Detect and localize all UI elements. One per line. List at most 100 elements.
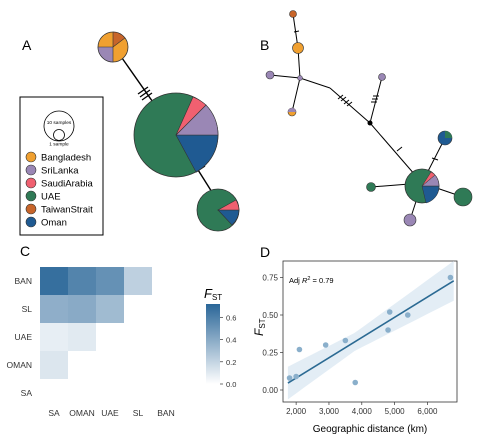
panel-a-label: A <box>22 37 32 53</box>
x-tick-label: 3,000 <box>319 407 340 416</box>
colorbar-tick-label: 0.6 <box>226 313 236 322</box>
fit-annotation-value: = 0.79 <box>310 276 333 285</box>
panel-c-label: C <box>20 243 30 259</box>
heatmap-cell-ban-oman <box>68 267 96 295</box>
heatmap-cell-ban-sa <box>40 267 68 295</box>
panel-b: B <box>260 10 473 227</box>
scatter-xlabel: Geographic distance (km) <box>313 424 428 435</box>
fit-annotation-r: R <box>302 276 308 285</box>
haplotype-node-b-5 <box>378 73 386 81</box>
fit-annotation: Adj R2 = 0.79 <box>289 276 334 285</box>
colorbar-gradient <box>206 304 220 384</box>
scatter-point <box>342 337 349 344</box>
network-b-nodes <box>265 10 473 227</box>
heatmap-col-label-sl: SL <box>133 408 144 418</box>
haplotype-node-a-top <box>97 31 129 63</box>
legend-label-taiwanstrait: TaiwanStrait <box>41 205 93 216</box>
colorbar-title: FST <box>204 286 222 302</box>
haplotype-node-b-3 <box>265 70 275 80</box>
y-tick-label: 0.25 <box>262 349 278 358</box>
legend-box: 10 samples 1 sample Bangladesh SriLanka Sa… <box>19 96 104 236</box>
median-vector-node <box>367 120 373 126</box>
heatmap-row-label-sa: SA <box>21 388 33 398</box>
scatter-ylabel-main: F <box>252 328 266 336</box>
panel-d-label: D <box>260 244 270 260</box>
heatmap-cell-sl-uae <box>96 295 124 323</box>
x-tick-label: 4,000 <box>352 407 373 416</box>
heatmap-cell-uae-sa <box>40 323 68 351</box>
size-key-small-circle <box>53 129 65 141</box>
fit-annotation-prefix: Adj <box>289 276 302 285</box>
legend-swatch-saudiarabia <box>25 177 37 189</box>
scatter-point <box>386 309 393 315</box>
haplotype-node-b-hub <box>297 75 303 81</box>
scatter-point <box>404 312 411 318</box>
heatmap-cell-ban-uae <box>96 267 124 295</box>
scatter-point <box>322 342 329 348</box>
heatmap-cell-oman-uae <box>96 351 124 379</box>
y-tick-label: 0.00 <box>262 386 278 395</box>
colorbar-tick-label: 0.0 <box>226 380 236 389</box>
colorbar-ticks: 0.6 0.4 0.2 0.0 <box>220 313 236 389</box>
haplotype-node-a-bottom <box>196 188 240 232</box>
panel-a: A <box>19 31 240 236</box>
y-tick-label: 0.50 <box>262 311 278 320</box>
heatmap-cell-sl-sa <box>40 295 68 323</box>
haplotype-node-b-6 <box>437 130 453 146</box>
scatter-ylabel: FST <box>252 318 267 336</box>
heatmap-cell-sa-uae <box>96 379 124 407</box>
mutation-ticks-a-top <box>137 86 153 101</box>
haplotype-node-b-8 <box>453 187 473 207</box>
heatmap-cell-sa-ban <box>152 379 180 407</box>
heatmap-cell-oman-sa <box>40 351 68 379</box>
heatmap-col-labels: SA OMAN UAE SL BAN <box>48 408 174 418</box>
regression-line <box>287 280 455 384</box>
heatmap-cell-uae-ban <box>152 323 180 351</box>
colorbar-tick-label: 0.4 <box>226 336 236 345</box>
confidence-band <box>287 260 454 400</box>
scatter-ylabel-sub: ST <box>258 318 267 328</box>
haplotype-node-b-9 <box>403 213 417 227</box>
heatmap-cell-uae-uae <box>96 323 124 351</box>
heatmap-cell-sa-sa <box>40 379 68 407</box>
scatter-point <box>296 346 303 353</box>
colorbar-tick-label: 0.2 <box>226 358 236 367</box>
size-key-large-label: 10 samples <box>47 120 72 126</box>
heatmap-row-labels: BAN SL UAE OMAN SA <box>7 276 33 398</box>
legend-label-bangladesh: Bangladesh <box>41 153 91 164</box>
size-key-small-label: 1 sample <box>49 142 69 148</box>
haplotype-node-a-center <box>133 92 219 178</box>
heatmap-cell-sl-sl <box>124 295 152 323</box>
heatmap-col-label-uae: UAE <box>101 408 119 418</box>
legend-label-saudiarabia: SaudiArabia <box>41 179 93 190</box>
heatmap-row-label-oman: OMAN <box>7 360 33 370</box>
scatter-content: 2,000 3,000 4,000 5,000 6,000 0.00 0.25 0.50 0.7… <box>262 260 455 416</box>
y-tick-label: 0.75 <box>262 274 278 283</box>
x-tick-label: 5,000 <box>385 407 406 416</box>
size-key-large-circle <box>43 110 75 142</box>
size-key: 10 samples 1 sample <box>43 110 75 148</box>
heatmap-col-label-oman: OMAN <box>69 408 95 418</box>
legend-swatch-taiwanstrait <box>25 203 37 215</box>
x-tick-label: 6,000 <box>417 407 438 416</box>
heatmap-cell-sl-oman <box>68 295 96 323</box>
legend-swatch-uae <box>25 190 37 202</box>
scatter-point <box>447 274 454 281</box>
heatmap-cell-uae-sl <box>124 323 152 351</box>
heatmap-cells <box>40 267 180 407</box>
legend-swatch-oman <box>25 216 37 228</box>
heatmap-cell-sa-oman <box>68 379 96 407</box>
heatmap-col-label-sa: SA <box>48 408 60 418</box>
heatmap-row-label-sl: SL <box>22 304 33 314</box>
panel-b-label: B <box>260 37 269 53</box>
haplotype-node-b-4 <box>287 107 297 117</box>
heatmap-cell-sl-ban <box>152 295 180 323</box>
colorbar-title-main: F <box>204 286 213 301</box>
legend-items: Bangladesh SriLanka SaudiArabia UAE TaiwanSt… <box>25 151 93 229</box>
heatmap-cell-oman-sl <box>124 351 152 379</box>
scatter-point <box>286 375 293 381</box>
heatmap-cell-ban-sl <box>124 267 152 295</box>
heatmap-cell-sa-sl <box>124 379 152 407</box>
legend-label-uae: UAE <box>41 192 61 203</box>
